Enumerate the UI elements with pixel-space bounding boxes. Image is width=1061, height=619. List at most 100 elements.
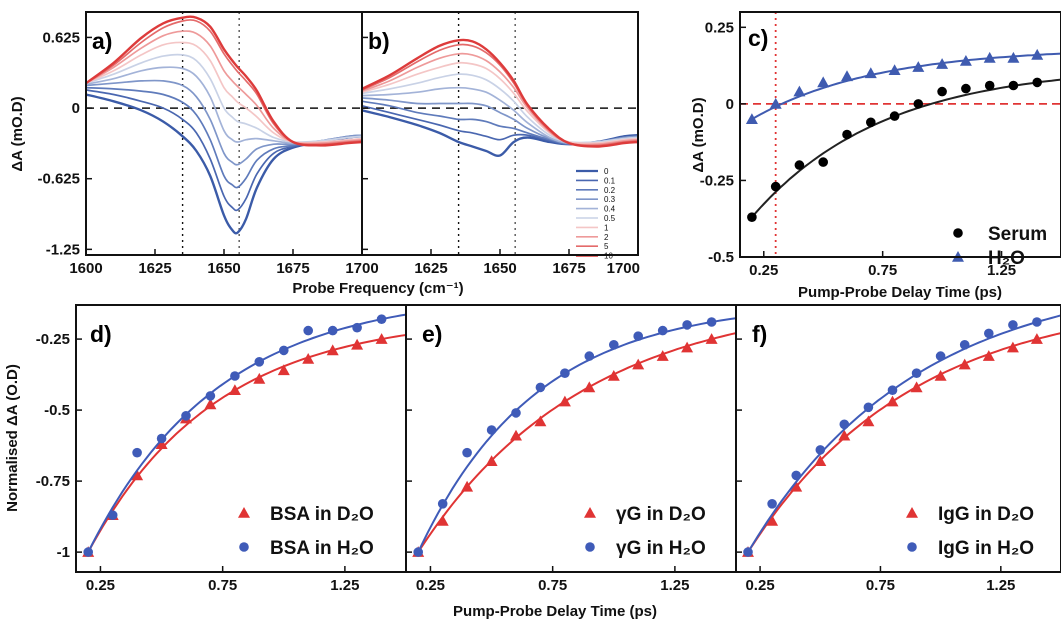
legend-marker [906,507,918,518]
x-tick-label: 1.25 [330,577,359,594]
data-point-e-1 [657,325,668,336]
y-tick-label: -0.5 [708,249,734,266]
data-point-f-0 [838,429,851,441]
data-point-e-1 [462,447,472,458]
data-point-f-1 [791,470,801,481]
x-tick-label: 0.25 [86,577,115,594]
data-point-f-1 [767,499,777,509]
data-point-e-1 [413,547,424,557]
data-point-e-1 [535,382,546,393]
legend-label: IgG in D₂O [938,504,1034,525]
panel-e: e) 0.25 0.75 1.25 γG in D₂O γG in H₂O [406,317,736,594]
data-point-c-1 [983,51,996,63]
data-point-e-0 [705,333,718,344]
data-point-d-1 [279,345,289,356]
legend-label: 10 [604,252,613,261]
x-tick-label: 0.75 [538,577,567,594]
data-point-f-0 [862,415,875,427]
fit-curve-f-0 [747,332,1061,553]
panel-label-e: e) [422,321,442,347]
data-point-f-1 [863,402,874,413]
x-tick-label: 0.25 [745,577,774,594]
y-tick-label: 0.25 [705,19,734,36]
data-point-e-1 [437,499,448,509]
legend-label: BSA in H₂O [270,538,374,559]
legend-label: γG in H₂O [616,538,706,559]
x-tick-label: 1650 [207,260,240,277]
legend-label: 1 [604,223,609,232]
data-point-d-0 [228,384,241,395]
data-point-d-1 [254,357,265,367]
y-axis-title-a: ΔA (mO.D) [9,96,26,171]
data-point-c-0 [842,129,852,140]
spectrum-line-b-0.5 [362,73,638,144]
data-point-f-0 [982,350,995,361]
data-point-e-0 [656,350,669,361]
data-point-f-0 [814,455,827,466]
fit-curve-e-1 [417,317,736,553]
data-point-d-1 [376,314,387,325]
data-point-f-0 [790,480,803,492]
data-point-e-1 [706,317,717,327]
legend-label: 0.4 [604,205,616,214]
data-point-d-0 [302,353,315,364]
y-axis-title-c: ΔA (mO.D) [690,97,707,172]
spectrum-line-b-1 [362,61,638,145]
data-point-e-0 [485,455,498,466]
data-point-f-1 [1008,320,1018,330]
data-point-f-0 [886,395,899,407]
data-point-d-1 [181,411,191,421]
data-point-c-0 [961,83,971,94]
legend-label: BSA in D₂O [270,504,374,525]
data-point-d-0 [253,372,266,384]
legend-label: Serum [988,224,1047,245]
x-tick-label: 1.25 [660,577,689,594]
data-point-c-1 [841,70,853,82]
spectrum-line-b-5 [362,43,638,147]
data-point-d-1 [107,510,118,520]
data-point-e-1 [486,425,497,435]
legend-marker [584,507,596,518]
panel-a-plot [86,12,362,255]
bottom-x-axis-title: Pump-Probe Delay Time (ps) [453,603,657,619]
y-tick-label: -0.25 [700,172,734,189]
data-point-f-0 [910,381,923,393]
spectrum-line-b-2 [362,52,638,146]
legend-label: 0.1 [604,176,616,185]
top-x-axis-title: Probe Frequency (cm⁻¹) [292,280,463,297]
legend-marker [907,542,917,552]
data-point-c-1 [959,55,972,66]
y-tick-label: -0.5 [44,402,70,419]
legend-label: IgG in H₂O [938,538,1034,559]
data-point-e-1 [511,408,521,418]
y-tick-label: 0.625 [42,29,80,46]
panel-a: a) 1600 1625 1650 1675 1700 0.625 0 -0.625 -1.25 Δ… [9,12,379,277]
x-tick-label: 1600 [69,260,102,277]
data-point-c-0 [913,99,924,109]
x-tick-label: 1.25 [987,262,1016,279]
data-point-f-1 [815,445,826,455]
legend-label: 0 [604,167,609,176]
panel-label-b: b) [368,28,390,54]
legend-label: 5 [604,242,609,251]
data-point-c-0 [1032,77,1042,88]
data-point-c-0 [984,80,995,91]
y-axis-title-d: Normalised ΔA (O.D) [4,364,21,512]
panel-d-plot [82,313,406,557]
panel-label-a: a) [92,28,112,54]
data-point-f-0 [766,514,779,526]
data-point-c-0 [937,86,947,97]
x-tick-label: 0.75 [868,262,897,279]
spectrum-line-b-0.1 [362,104,638,146]
panel-label-d: d) [90,321,112,347]
data-point-f-0 [958,358,971,370]
data-point-c-0 [770,181,781,192]
x-tick-label: 0.75 [208,577,237,594]
data-point-f-0 [934,370,947,381]
panel-f-frame [735,304,1061,573]
panel-b-plot [362,12,638,255]
data-point-c-1 [769,97,782,109]
data-point-d-0 [131,469,144,481]
